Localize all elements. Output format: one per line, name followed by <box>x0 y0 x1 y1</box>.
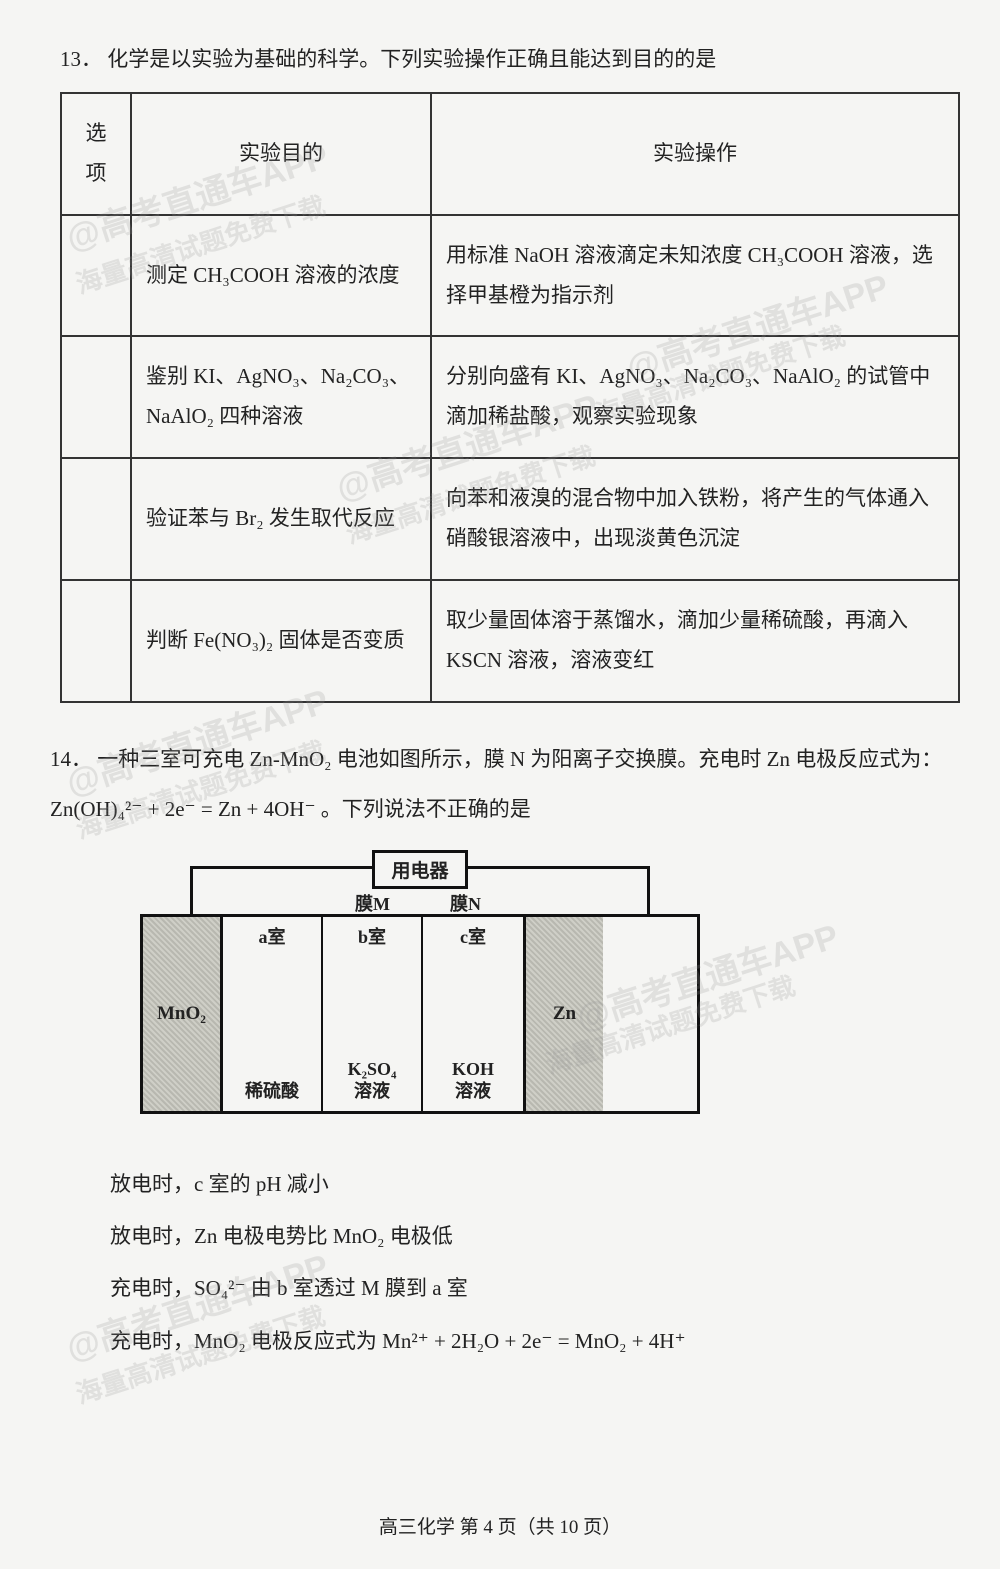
cell-purpose: 验证苯与 Br₂ 发生取代反应 <box>131 458 431 580</box>
header-operation: 实验操作 <box>431 93 959 215</box>
table-row: 判断 Fe(NO₃)₂ 固体是否变质 取少量固体溶于蒸馏水，滴加少量稀硫酸，再滴… <box>61 580 959 702</box>
cell-operation: 取少量固体溶于蒸馏水，滴加少量稀硫酸，再滴入 KSCN 溶液，溶液变红 <box>431 580 959 702</box>
wire-left <box>190 866 374 916</box>
option-d: 充电时，MnO₂ 电极反应式为 Mn²⁺ + 2H₂O + 2e⁻ = MnO₂… <box>110 1317 950 1365</box>
q14-options: 放电时，c 室的 pH 减小 放电时，Zn 电极电势比 MnO₂ 电极低 充电时… <box>50 1160 950 1365</box>
cell-option-blank <box>61 580 131 702</box>
option-b: 放电时，Zn 电极电势比 MnO₂ 电极低 <box>110 1212 950 1260</box>
q14-intro: 14． 一种三室可充电 Zn-MnO₂ 电池如图所示，膜 N 为阳离子交换膜。充… <box>50 738 950 780</box>
q14-number: 14． <box>50 747 92 771</box>
cell-container: MnO₂ a室 稀硫酸 b室 K₂SO₄溶液 c室 KOH溶液 Zn <box>140 914 700 1114</box>
table-row: 验证苯与 Br₂ 发生取代反应 向苯和液溴的混合物中加入铁粉，将产生的气体通入硝… <box>61 458 959 580</box>
question-14: 14． 一种三室可充电 Zn-MnO₂ 电池如图所示，膜 N 为阳离子交换膜。充… <box>50 738 950 1365</box>
option-c: 充电时，SO₄²⁻ 由 b 室透过 M 膜到 a 室 <box>110 1264 950 1312</box>
chamber-a: a室 稀硫酸 <box>223 917 323 1111</box>
q13-intro: 13． 化学是以实验为基础的科学。下列实验操作正确且能达到目的的是 <box>50 40 950 80</box>
wire-right <box>466 866 650 916</box>
chamber-c-top: c室 <box>423 917 523 949</box>
chamber-c: c室 KOH溶液 <box>423 917 523 1111</box>
cell-operation: 向苯和液溴的混合物中加入铁粉，将产生的气体通入硝酸银溶液中，出现淡黄色沉淀 <box>431 458 959 580</box>
question-13: 13． 化学是以实验为基础的科学。下列实验操作正确且能达到目的的是 选项 实验目… <box>50 40 950 703</box>
left-electrode: MnO₂ <box>143 917 223 1111</box>
q13-intro-text: 化学是以实验为基础的科学。下列实验操作正确且能达到目的的是 <box>107 47 716 71</box>
header-option: 选项 <box>61 93 131 215</box>
page-footer: 高三化学 第 4 页（共 10 页） <box>0 1512 1000 1539</box>
cell-option-blank <box>61 336 131 458</box>
cell-operation: 用标准 NaOH 溶液滴定未知浓度 CH₃COOH 溶液，选择甲基橙为指示剂 <box>431 215 959 337</box>
membrane-m-label: 膜M <box>355 890 390 916</box>
battery-diagram: 用电器 膜M 膜N MnO₂ a室 稀硫酸 b室 K₂SO₄溶液 c室 KOH溶… <box>140 850 700 1130</box>
membrane-n-label: 膜N <box>450 890 481 916</box>
chamber-b-bottom: K₂SO₄溶液 <box>323 1058 421 1103</box>
cell-purpose: 判断 Fe(NO₃)₂ 固体是否变质 <box>131 580 431 702</box>
cell-option-blank <box>61 458 131 580</box>
chamber-c-bottom: KOH溶液 <box>423 1058 523 1103</box>
option-a: 放电时，c 室的 pH 减小 <box>110 1160 950 1208</box>
right-electrode: Zn <box>523 917 603 1111</box>
device-label: 用电器 <box>372 850 468 889</box>
chamber-b-top: b室 <box>323 917 421 949</box>
cell-purpose: 鉴别 KI、AgNO₃、Na₂CO₃、NaAlO₂ 四种溶液 <box>131 336 431 458</box>
cell-option-blank <box>61 215 131 337</box>
q13-number: 13． <box>60 47 102 71</box>
chamber-a-top: a室 <box>223 917 321 949</box>
cell-purpose: 测定 CH₃COOH 溶液的浓度 <box>131 215 431 337</box>
chamber-a-bottom: 稀硫酸 <box>223 1080 321 1103</box>
table-row: 测定 CH₃COOH 溶液的浓度 用标准 NaOH 溶液滴定未知浓度 CH₃CO… <box>61 215 959 337</box>
experiment-table: 选项 实验目的 实验操作 测定 CH₃COOH 溶液的浓度 用标准 NaOH 溶… <box>60 92 960 703</box>
q14-equation: Zn(OH)₄²⁻ + 2e⁻ = Zn + 4OH⁻ 。下列说法不正确的是 <box>50 788 950 830</box>
table-header-row: 选项 实验目的 实验操作 <box>61 93 959 215</box>
cell-operation: 分别向盛有 KI、AgNO₃、Na₂CO₃、NaAlO₂ 的试管中滴加稀盐酸，观… <box>431 336 959 458</box>
chamber-b: b室 K₂SO₄溶液 <box>323 917 423 1111</box>
q14-intro-text: 一种三室可充电 Zn-MnO₂ 电池如图所示，膜 N 为阳离子交换膜。充电时 Z… <box>97 747 942 771</box>
header-purpose: 实验目的 <box>131 93 431 215</box>
table-row: 鉴别 KI、AgNO₃、Na₂CO₃、NaAlO₂ 四种溶液 分别向盛有 KI、… <box>61 336 959 458</box>
